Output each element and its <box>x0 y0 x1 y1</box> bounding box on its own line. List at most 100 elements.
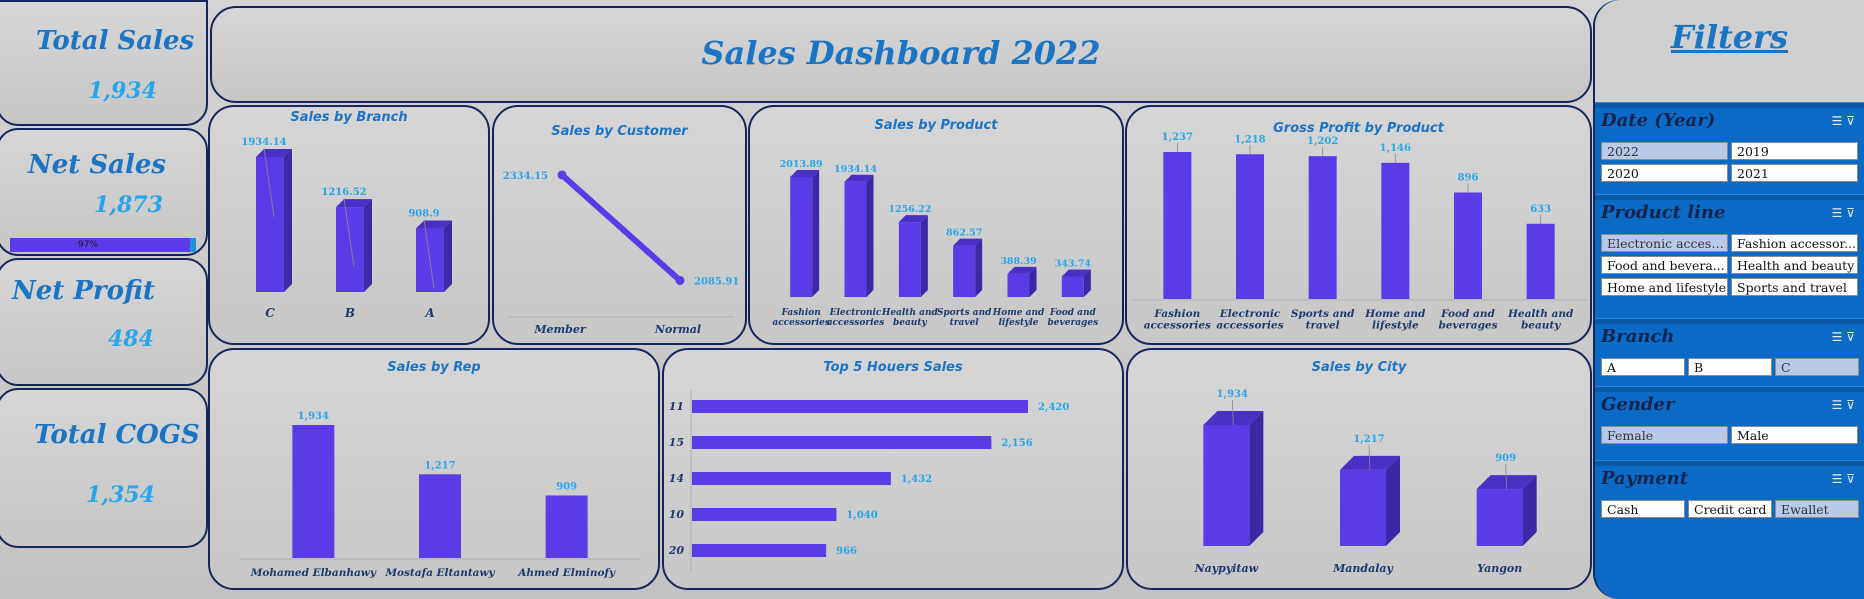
progress-fill <box>10 238 191 252</box>
kpi-label: Net Sales <box>28 150 167 180</box>
chart-svg: 1,237 Fashion accessories 1,218 Electronic ac… <box>1131 132 1587 332</box>
slicer-toolbar: ☰⊽ <box>1831 472 1859 486</box>
data-label: 2334.15 <box>503 171 548 182</box>
slicer-item[interactable]: Home and lifestyle <box>1601 278 1728 296</box>
chart-svg: 1,934 Naypyitaw 1,217 Mandalay 909 Yangon <box>1194 389 1537 575</box>
bar <box>1163 152 1192 299</box>
data-label: 1,237 <box>1162 132 1193 143</box>
data-label: 1,146 <box>1380 143 1411 154</box>
slicer-item[interactable]: B <box>1688 358 1772 376</box>
category-label: Fashion accessories <box>772 308 830 328</box>
multi-select-icon[interactable]: ☰ <box>1831 398 1847 412</box>
slicer-item[interactable]: 2022 <box>1601 142 1728 160</box>
slicer-title: Branch <box>1601 326 1675 347</box>
slicer-item[interactable]: Female <box>1601 426 1728 444</box>
category-label: Sports and travel <box>1291 308 1355 332</box>
multi-select-icon[interactable]: ☰ <box>1831 330 1847 344</box>
slicer-toolbar: ☰⊽ <box>1831 206 1859 220</box>
slicer-separator <box>1595 318 1864 324</box>
data-label: 2,420 <box>1038 402 1069 413</box>
kpi-net-sales: Net Sales 1,873 97% <box>0 128 208 256</box>
clear-filter-icon[interactable]: ⊽ <box>1846 114 1859 128</box>
bar-side <box>812 170 820 297</box>
data-label: 2085.91 <box>694 276 739 287</box>
slicer-item[interactable]: Cash <box>1601 500 1685 518</box>
slicer-item[interactable]: Food and bevera... <box>1601 256 1728 274</box>
slicer-item[interactable]: C <box>1775 358 1859 376</box>
category-label: Naypyitaw <box>1194 562 1259 575</box>
kpi-value: 484 <box>108 326 154 352</box>
category-label: Mohamed Elbanhawy <box>250 567 377 579</box>
kpi-label: Total COGS <box>34 420 200 450</box>
filters-header: Filters <box>1595 0 1864 104</box>
chart-title: Gross Profit by Product <box>1273 121 1444 136</box>
kpi-total-sales: Total Sales 1,934 <box>0 0 208 126</box>
bar <box>1007 273 1030 297</box>
bar <box>292 425 335 558</box>
slicer-separator <box>1595 386 1864 392</box>
slicer-item[interactable]: Sports and travel <box>1731 278 1858 296</box>
chart-title: Sales by Rep <box>387 360 481 375</box>
bar-side <box>866 174 874 297</box>
category-label: C <box>265 306 275 320</box>
bar-side <box>284 149 292 292</box>
bar-top <box>898 215 928 223</box>
data-label: 343.74 <box>1055 259 1092 270</box>
bar-side <box>364 199 372 292</box>
slicer-item[interactable]: Electronic access... <box>1601 234 1728 252</box>
chart-svg: 2013.89 Fashion accessories 1934.14 Electron… <box>772 159 1099 328</box>
data-label: 1,217 <box>1353 434 1384 445</box>
category-label: Food and beverages <box>1048 308 1099 328</box>
clear-filter-icon[interactable]: ⊽ <box>1846 398 1859 412</box>
bar <box>1476 489 1523 546</box>
multi-select-icon[interactable]: ☰ <box>1831 472 1847 486</box>
bar <box>692 436 992 449</box>
chart-svg: 2334.15 2085.91 Member Normal <box>503 170 739 336</box>
slicer-item[interactable]: Credit card <box>1688 500 1772 518</box>
slicer-title: Date (Year) <box>1601 110 1716 131</box>
data-label: 909 <box>556 481 577 492</box>
slicer-item[interactable]: 2021 <box>1731 164 1858 182</box>
chart-title: Top 5 Houers Sales <box>823 360 963 375</box>
multi-select-icon[interactable]: ☰ <box>1831 114 1847 128</box>
category-label: Mandalay <box>1332 562 1394 575</box>
slicer-toolbar: ☰⊽ <box>1831 114 1859 128</box>
chart-sales-by-customer: Sales by Customer 2334.15 2085.91 Member No… <box>492 105 747 345</box>
category-label: Electronic accessories <box>1216 308 1283 332</box>
data-label: 1,040 <box>846 510 877 521</box>
bar <box>790 177 813 297</box>
data-label: 633 <box>1530 204 1551 215</box>
slicer-item[interactable]: Fashion accessor... <box>1731 234 1858 252</box>
slicer-item[interactable]: Male <box>1731 426 1858 444</box>
chart-svg: 1934.14 C 1216.52 B 908.9 A <box>241 137 452 320</box>
slicer-title: Product line <box>1601 202 1726 223</box>
bar <box>1526 223 1555 299</box>
data-label: 966 <box>836 546 857 557</box>
data-label: 1,934 <box>1217 389 1248 400</box>
category-label: Fashion accessories <box>1144 308 1211 332</box>
leader-line <box>1505 464 1508 490</box>
slicer-item[interactable]: Health and beauty <box>1731 256 1858 274</box>
bar <box>898 222 921 297</box>
slicer-item[interactable]: 2020 <box>1601 164 1728 182</box>
bar <box>844 181 867 297</box>
bar-side <box>1386 455 1400 546</box>
kpi-net-profit: Net Profit 484 <box>0 258 208 386</box>
multi-select-icon[interactable]: ☰ <box>1831 206 1847 220</box>
slicer-item[interactable]: 2019 <box>1731 142 1858 160</box>
bar-side <box>975 238 983 297</box>
category-label: B <box>344 306 355 320</box>
slicer-item[interactable]: A <box>1601 358 1685 376</box>
category-label: 20 <box>668 544 685 557</box>
clear-filter-icon[interactable]: ⊽ <box>1846 472 1859 486</box>
bar <box>692 544 827 557</box>
clear-filter-icon[interactable]: ⊽ <box>1846 330 1859 344</box>
leader-line <box>1368 444 1371 470</box>
category-label: Ahmed Elminofy <box>517 567 616 579</box>
bar-side <box>920 215 928 297</box>
slicer-item[interactable]: Ewallet <box>1775 500 1859 518</box>
bar <box>336 207 364 292</box>
chart-sales-by-city: Sales by City 1,934 Naypyitaw 1,217 Mandala… <box>1126 348 1592 590</box>
clear-filter-icon[interactable]: ⊽ <box>1846 206 1859 220</box>
slicer-separator <box>1595 194 1864 200</box>
